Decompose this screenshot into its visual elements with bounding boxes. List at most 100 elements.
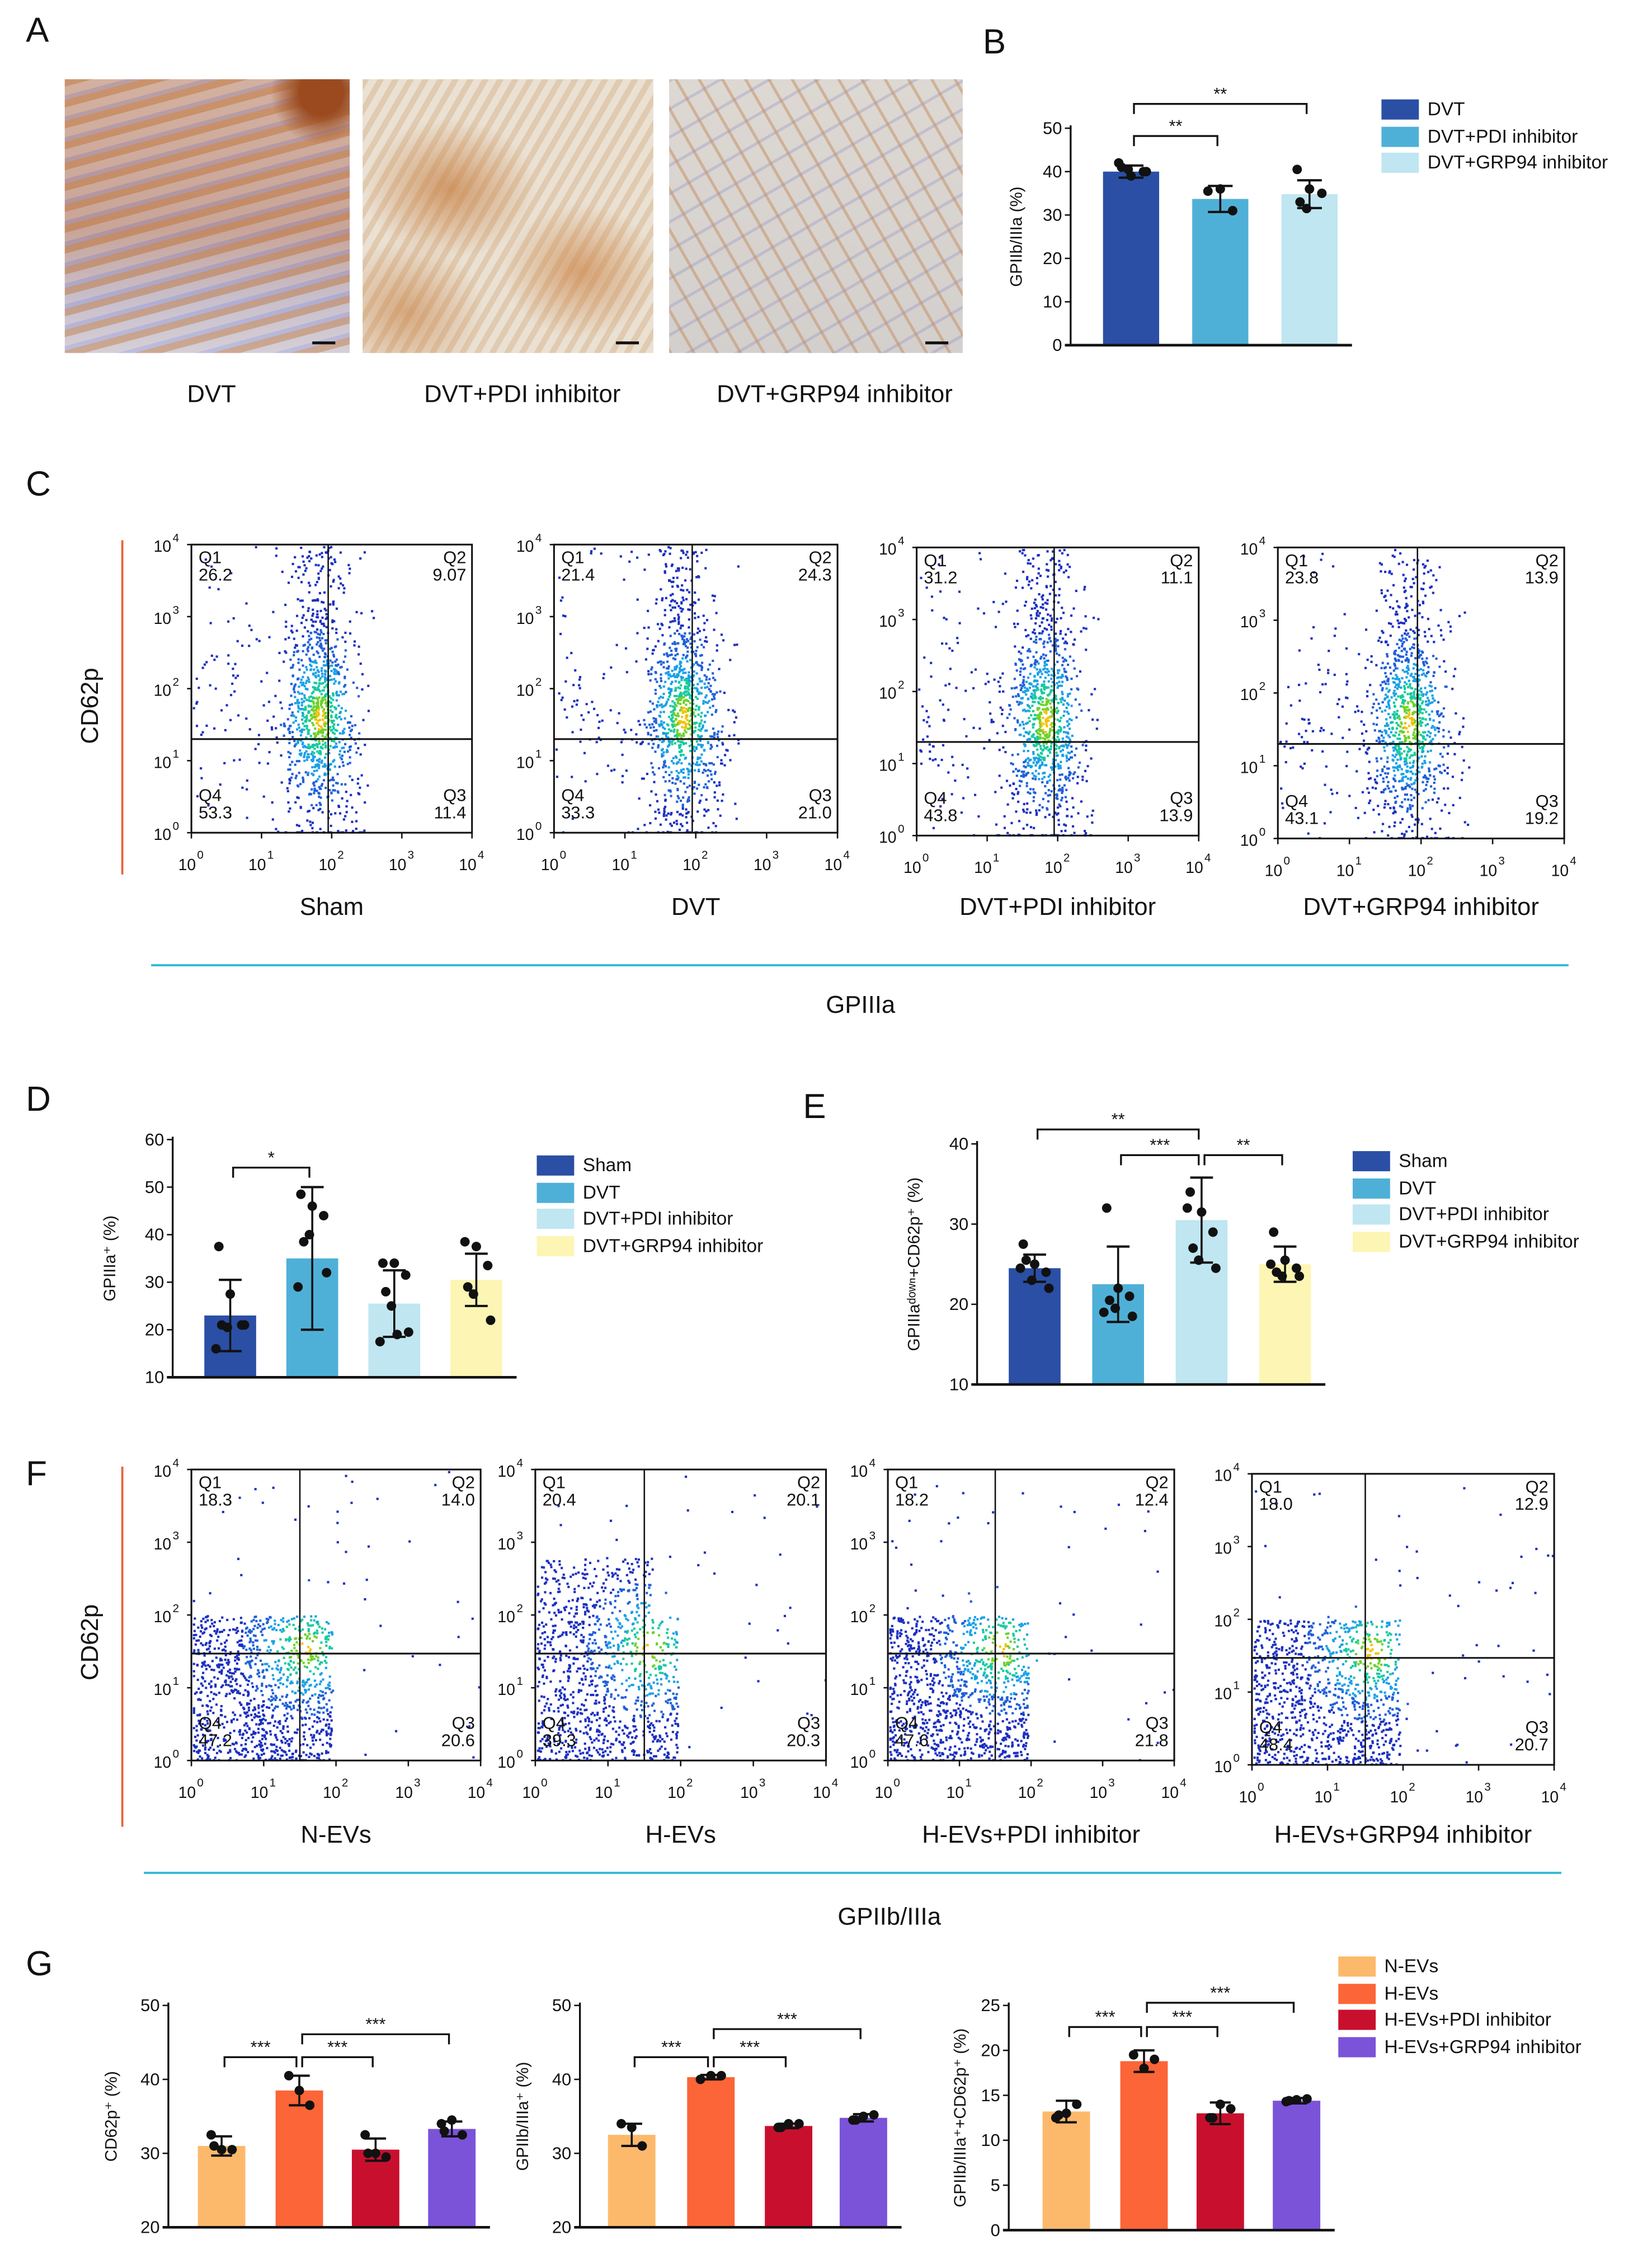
event-dot: [234, 663, 237, 665]
event-dot: [352, 681, 355, 684]
event-dot: [1433, 726, 1436, 729]
event-dot: [363, 551, 366, 554]
event-dot: [1039, 737, 1042, 740]
event-dot: [1394, 734, 1396, 737]
event-dot: [1043, 657, 1046, 660]
x-tick-exponent: 0: [923, 852, 929, 865]
event-dot: [1027, 732, 1030, 735]
event-dot: [340, 783, 343, 786]
quadrant-name: Q1: [1285, 551, 1308, 570]
event-dot: [1458, 731, 1461, 734]
event-dot: [210, 1619, 213, 1622]
event-dot: [939, 805, 942, 808]
event-dot: [1396, 750, 1399, 753]
event-dot: [1364, 751, 1367, 754]
event-dot: [1068, 718, 1071, 721]
event-dot: [674, 689, 677, 692]
y-tick-label: 10: [1240, 685, 1258, 703]
event-dot: [1383, 746, 1386, 749]
event-dot: [319, 629, 322, 632]
event-dot: [1043, 772, 1046, 774]
event-dot: [274, 1623, 276, 1626]
event-dot: [1422, 731, 1425, 734]
event-dot: [316, 598, 319, 601]
event-dot: [304, 1691, 307, 1694]
event-dot: [970, 671, 973, 674]
event-dot: [1013, 678, 1016, 680]
event-dot: [326, 617, 329, 619]
event-dot: [1072, 643, 1075, 646]
event-dot: [1077, 812, 1080, 815]
event-dot: [314, 736, 317, 739]
event-dot: [1404, 618, 1406, 621]
event-dot: [303, 708, 306, 711]
quadrant-name: Q4: [561, 785, 584, 805]
event-dot: [615, 644, 618, 646]
event-dot: [1394, 613, 1397, 616]
event-dot: [1405, 629, 1408, 632]
quadrant-name: Q1: [199, 548, 222, 567]
event-dot: [1391, 721, 1394, 724]
event-dot: [677, 772, 680, 774]
event-dot: [1386, 722, 1389, 725]
event-dot: [706, 702, 709, 705]
event-dot: [695, 655, 698, 657]
event-dot: [1427, 670, 1430, 673]
event-dot: [1433, 791, 1436, 794]
event-dot: [1410, 777, 1413, 779]
event-dot: [596, 773, 599, 776]
event-dot: [329, 745, 332, 748]
event-dot: [1345, 683, 1348, 686]
event-dot: [1043, 776, 1046, 778]
event-dot: [1376, 775, 1378, 778]
event-dot: [1041, 752, 1043, 755]
event-dot: [303, 1735, 305, 1738]
event-dot: [321, 567, 323, 570]
event-dot: [1385, 730, 1388, 733]
event-dot: [314, 661, 317, 664]
event-dot: [1063, 648, 1067, 651]
event-dot: [680, 823, 683, 825]
event-dot: [709, 735, 712, 738]
event-dot: [1412, 568, 1415, 571]
event-dot: [1317, 663, 1320, 666]
event-dot: [667, 667, 670, 670]
event-dot: [341, 732, 344, 735]
event-dot: [677, 618, 680, 621]
event-dot: [321, 759, 323, 762]
event-dot: [960, 811, 963, 814]
event-dot: [668, 626, 671, 629]
event-dot: [700, 760, 703, 763]
event-dot: [318, 1663, 321, 1666]
event-dot: [304, 1708, 307, 1711]
event-dot: [197, 687, 200, 689]
quadrant-percent: 33.3: [561, 802, 595, 822]
event-dot: [297, 797, 300, 800]
event-dot: [1062, 731, 1066, 734]
event-dot: [700, 680, 703, 683]
event-dot: [1467, 823, 1470, 826]
event-dot: [662, 685, 665, 688]
event-dot: [1400, 721, 1402, 724]
event-dot: [700, 712, 703, 715]
event-dot: [1396, 765, 1399, 768]
event-dot: [1408, 713, 1411, 716]
event-dot: [1427, 704, 1429, 707]
event-dot: [1023, 761, 1025, 764]
event-dot: [649, 804, 652, 807]
event-dot: [1427, 666, 1430, 669]
event-dot: [351, 806, 354, 809]
event-dot: [1044, 654, 1047, 657]
event-dot: [1298, 699, 1301, 702]
event-dot: [1059, 778, 1062, 781]
event-dot: [197, 1698, 200, 1701]
event-dot: [322, 718, 324, 721]
event-dot: [1338, 698, 1340, 701]
event-dot: [284, 638, 287, 641]
event-dot: [1032, 761, 1035, 764]
event-dot: [1036, 612, 1038, 615]
event-dot: [1000, 713, 1004, 716]
event-dot: [647, 732, 649, 736]
event-dot: [1063, 642, 1066, 645]
event-dot: [677, 569, 680, 572]
